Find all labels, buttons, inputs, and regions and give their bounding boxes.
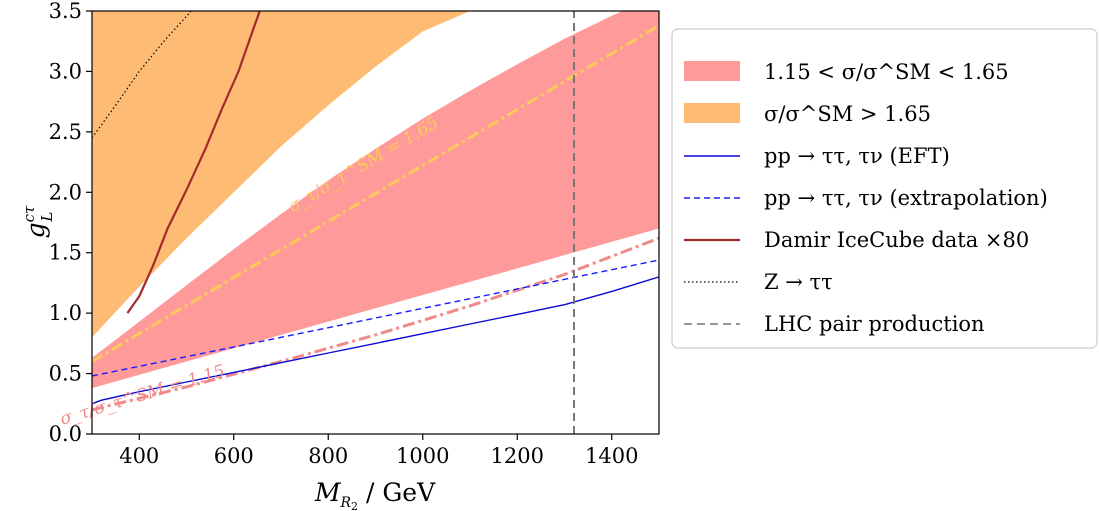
x-tick-label: 400 [119, 444, 159, 468]
region-layer [92, 11, 659, 389]
legend-frame [671, 28, 1098, 349]
legend: 1.15 < σ/σ^SM < 1.65 σ/σ^SM > 1.65 pp → ττ… [671, 28, 1098, 349]
x-tick-label: 800 [308, 444, 348, 468]
y-tick-label: 2.5 [49, 120, 82, 144]
y-tick-label: 1.0 [49, 301, 82, 325]
legend-label: σ/σ^SM > 1.65 [764, 102, 931, 126]
legend-swatch [684, 103, 740, 123]
y-axis-title: gcτL [20, 205, 56, 238]
series-line-0 [92, 276, 659, 405]
series-line-1 [92, 259, 659, 377]
y-tick-label: 3.0 [49, 59, 82, 83]
legend-swatch [684, 61, 740, 81]
series-line-3 [92, 11, 192, 139]
contour-layer [92, 24, 659, 412]
legend-label: 1.15 < σ/σ^SM < 1.65 [764, 60, 1009, 84]
y-tick-label: 0.5 [49, 362, 82, 386]
legend-label: LHC pair production [764, 312, 985, 336]
y-tick-label: 0.0 [49, 422, 82, 446]
series-line-2 [126, 11, 261, 314]
series-layer [92, 11, 659, 434]
y-tick-label: 3.5 [49, 0, 82, 23]
region-0 [92, 11, 659, 389]
x-tick-label: 1000 [396, 444, 449, 468]
contour-line-1 [92, 236, 659, 412]
legend-label: Z → ττ [764, 270, 833, 294]
y-axis: 0.0 0.5 1.0 1.5 2.0 2.5 3.0 3.5 [49, 0, 92, 446]
plot-frame [91, 10, 660, 435]
y-tick-label: 2.0 [49, 180, 82, 204]
y-tick-label: 1.5 [49, 241, 82, 265]
legend-label: pp → ττ, τν (EFT) [764, 144, 950, 168]
x-tick-label: 1400 [585, 444, 638, 468]
x-tick-label: 600 [214, 444, 254, 468]
x-axis: 400 600 800 1000 1200 1400 [119, 434, 638, 468]
legend-label: pp → ττ, τν (extrapolation) [764, 186, 1048, 210]
x-tick-label: 1200 [491, 444, 544, 468]
contour-line-0 [92, 24, 659, 363]
region-1 [92, 11, 470, 338]
x-axis-title: MR2 / GeV [314, 478, 436, 511]
legend-label: Damir IceCube data ×80 [764, 228, 1029, 252]
